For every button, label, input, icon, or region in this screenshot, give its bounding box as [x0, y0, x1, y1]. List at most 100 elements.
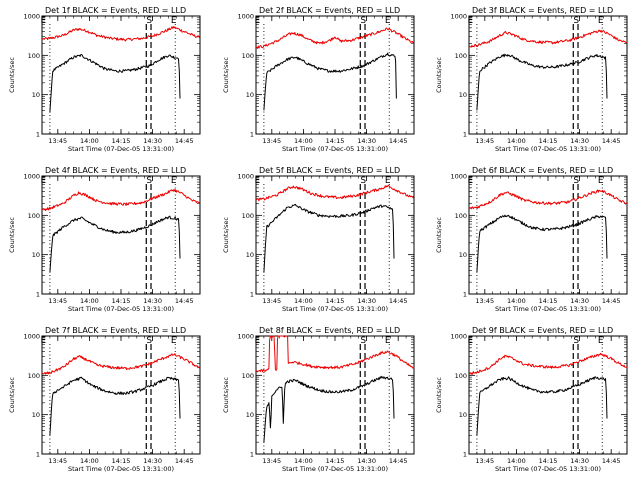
x-tick-label: 14:15	[326, 297, 345, 305]
y-tick-label: 100	[242, 372, 254, 380]
series-events-black	[49, 376, 181, 436]
y-tick-label: 1	[36, 451, 40, 459]
x-tick-label: 14:45	[175, 457, 194, 465]
x-tick-label: 13:45	[48, 457, 67, 465]
x-tick-label: 14:15	[326, 457, 345, 465]
plot-frame	[255, 15, 415, 135]
y-tick-label: 10	[459, 91, 467, 99]
series-events-black	[263, 52, 397, 111]
panel-title: Det 2f BLACK = Events, RED = LLD	[259, 6, 400, 15]
x-tick-label: 13:45	[48, 297, 67, 305]
y-axis-label: Counts/sec	[8, 57, 16, 93]
y-axis-ticks: 1 10 100 1000	[450, 13, 627, 139]
x-axis-label: Start Time (07-Dec-05 13:31:00)	[495, 465, 601, 473]
y-tick-label: 100	[28, 52, 40, 60]
x-tick-label: 13:45	[262, 457, 281, 465]
x-axis-ticks: 13:45 14:00 14:15 14:30 14:45	[41, 176, 201, 305]
time-marker-e: E	[40, 336, 46, 346]
y-tick-label: 10	[246, 411, 254, 419]
time-marker-e: E	[171, 16, 177, 26]
x-tick-label: 14:45	[389, 297, 408, 305]
x-tick-label: 13:45	[475, 137, 494, 145]
time-marker-e: E	[598, 16, 604, 26]
plot-frame	[255, 175, 415, 295]
panel-det-4: Det 4f BLACK = Events, RED = LLD 1 10 100 10…	[8, 166, 201, 313]
x-tick-label: 14:30	[570, 297, 589, 305]
time-marker-e: E	[598, 176, 604, 186]
x-tick-label: 13:45	[262, 297, 281, 305]
x-axis-label: Start Time (07-Dec-05 13:31:00)	[495, 305, 601, 313]
y-tick-label: 1	[463, 451, 467, 459]
series-events-black	[476, 376, 608, 436]
y-axis-ticks: 1 10 100 1000	[450, 333, 627, 459]
time-marker-e: E	[254, 336, 260, 346]
x-axis-ticks: 13:45 14:00 14:15 14:30 14:45	[468, 336, 628, 465]
panel-title: Det 9f BLACK = Events, RED = LLD	[472, 326, 613, 335]
y-tick-label: 1	[463, 131, 467, 139]
time-marker-s: S	[360, 336, 366, 346]
y-axis-ticks: 1 10 100 1000	[237, 333, 414, 459]
plot-frame	[41, 335, 201, 455]
series-lld-red	[255, 27, 415, 49]
y-axis-label: Counts/sec	[8, 377, 16, 413]
x-axis-label: Start Time (07-Dec-05 13:31:00)	[282, 145, 388, 153]
x-tick-label: 14:15	[112, 137, 131, 145]
y-axis-label: Counts/sec	[8, 217, 16, 253]
plot-frame	[41, 175, 201, 295]
x-axis-ticks: 13:45 14:00 14:15 14:30 14:45	[468, 16, 628, 145]
y-tick-label: 10	[459, 411, 467, 419]
time-marker-e: E	[385, 176, 391, 186]
series-events-black	[49, 215, 181, 273]
x-axis-ticks: 13:45 14:00 14:15 14:30 14:45	[468, 176, 628, 305]
x-tick-label: 13:45	[48, 137, 67, 145]
panel-det-9: Det 9f BLACK = Events, RED = LLD 1 10 100 10…	[435, 326, 628, 473]
series-lld-red	[468, 29, 628, 48]
y-tick-label: 1	[250, 131, 254, 139]
y-tick-label: 1000	[450, 173, 467, 181]
x-axis-ticks: 13:45 14:00 14:15 14:30 14:45	[255, 176, 415, 305]
series-events-black	[476, 214, 608, 273]
x-tick-label: 13:45	[262, 137, 281, 145]
y-axis-ticks: 1 10 100 1000	[23, 13, 200, 139]
plot-frame	[41, 15, 201, 135]
y-tick-label: 10	[459, 251, 467, 259]
plot-frame	[468, 175, 628, 295]
time-marker-s: S	[146, 336, 152, 346]
time-marker-e: E	[40, 176, 46, 186]
y-tick-label: 100	[455, 372, 467, 380]
y-tick-label: 1000	[23, 333, 40, 341]
y-tick-label: 1	[250, 451, 254, 459]
x-tick-label: 13:45	[475, 457, 494, 465]
y-axis-label: Counts/sec	[435, 217, 443, 253]
x-tick-label: 14:30	[143, 457, 162, 465]
y-tick-label: 1000	[23, 13, 40, 21]
x-tick-label: 14:15	[112, 457, 131, 465]
x-tick-label: 14:30	[570, 137, 589, 145]
time-marker-s: S	[360, 176, 366, 186]
x-tick-label: 14:45	[389, 457, 408, 465]
y-tick-label: 10	[246, 91, 254, 99]
y-axis-ticks: 1 10 100 1000	[23, 333, 200, 459]
series-lld-red	[468, 352, 628, 375]
y-axis-label: Counts/sec	[435, 377, 443, 413]
y-tick-label: 1	[463, 291, 467, 299]
time-marker-e: E	[467, 336, 473, 346]
y-axis-ticks: 1 10 100 1000	[450, 173, 627, 299]
y-tick-label: 1000	[23, 173, 40, 181]
y-tick-label: 10	[246, 251, 254, 259]
x-tick-label: 14:00	[294, 457, 313, 465]
panel-det-7: Det 7f BLACK = Events, RED = LLD 1 10 100 10…	[8, 326, 201, 473]
series-lld-red	[255, 185, 415, 202]
x-tick-label: 14:45	[175, 297, 194, 305]
y-axis-label: Counts/sec	[222, 377, 230, 413]
time-marker-e: E	[254, 176, 260, 186]
series-events-black	[263, 375, 395, 443]
y-tick-label: 100	[28, 212, 40, 220]
x-axis-label: Start Time (07-Dec-05 13:31:00)	[282, 305, 388, 313]
panel-det-6: Det 6f BLACK = Events, RED = LLD 1 10 100 10…	[435, 166, 628, 313]
x-axis-label: Start Time (07-Dec-05 13:31:00)	[495, 145, 601, 153]
panel-title: Det 3f BLACK = Events, RED = LLD	[472, 6, 613, 15]
panel-title: Det 7f BLACK = Events, RED = LLD	[45, 326, 186, 335]
time-marker-e: E	[40, 16, 46, 26]
